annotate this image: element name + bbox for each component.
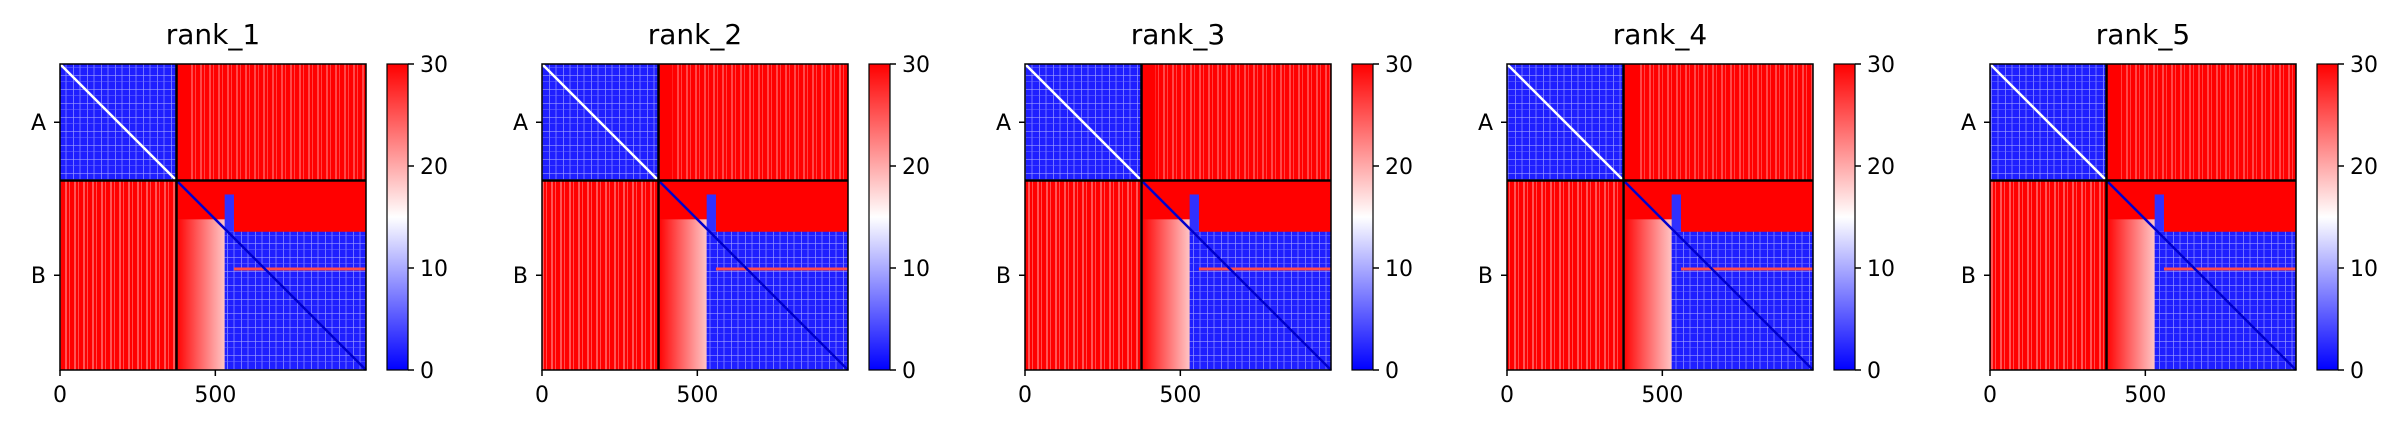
colorbar bbox=[1351, 63, 1374, 371]
x-tick-label: 500 bbox=[194, 383, 236, 408]
colorbar-tick-label: 20 bbox=[1385, 155, 1413, 180]
diagonal-bb bbox=[657, 179, 849, 371]
heatmap-feature-line bbox=[2163, 267, 2296, 271]
colorbar-tick-label: 10 bbox=[420, 257, 448, 282]
colorbar-tick-label: 30 bbox=[902, 53, 930, 78]
panel-title: rank_1 bbox=[166, 18, 260, 51]
colorbar-tick-label: 30 bbox=[1867, 53, 1895, 78]
heatmap-block-bb-edge bbox=[658, 219, 716, 370]
pae-panel-3: rank_3 A B 0 500 0 10 20 30 bbox=[996, 18, 1413, 408]
pae-panel-2: rank_2 A B 0 500 0 10 20 30 bbox=[513, 18, 930, 408]
heatmap-frame bbox=[1506, 63, 1814, 371]
heatmap-block-bb-corner bbox=[2154, 194, 2164, 232]
heatmap-frame bbox=[1989, 63, 2297, 371]
chain-label-B: B bbox=[31, 264, 46, 289]
chain-label-B: B bbox=[996, 264, 1011, 289]
colorbar-tick-label: 10 bbox=[902, 257, 930, 282]
chain-label-A: A bbox=[513, 111, 528, 136]
x-tick-label: 500 bbox=[1641, 383, 1683, 408]
diagonal-bb bbox=[175, 179, 367, 371]
heatmap-block-ba bbox=[60, 180, 177, 370]
x-tick-label: 0 bbox=[1983, 383, 1997, 408]
colorbar-tick-label: 0 bbox=[420, 359, 434, 384]
heatmap-feature-line bbox=[1198, 267, 1331, 271]
heatmap-block-ba bbox=[542, 180, 659, 370]
heatmap-block-bb-edge bbox=[1623, 219, 1681, 370]
heatmap-block-ba bbox=[1990, 180, 2107, 370]
heatmap-block-bb-corner bbox=[1671, 194, 1681, 232]
heatmap-block-ab bbox=[2120, 64, 2296, 181]
heatmap-block-bb-edge bbox=[2106, 219, 2164, 370]
panel-title: rank_2 bbox=[648, 18, 742, 51]
diagonal-bb bbox=[1622, 179, 1814, 371]
colorbar-tick-label: 30 bbox=[1385, 53, 1413, 78]
colorbar-tick-label: 20 bbox=[1867, 155, 1895, 180]
pae-panel-4: rank_4 A B 0 500 0 10 20 30 bbox=[1478, 18, 1895, 408]
colorbar-tick-label: 0 bbox=[1867, 359, 1881, 384]
x-tick-label: 500 bbox=[676, 383, 718, 408]
colorbar-tick-label: 20 bbox=[2350, 155, 2378, 180]
heatmap-block-ab bbox=[1155, 64, 1331, 181]
chain-label-B: B bbox=[1478, 264, 1493, 289]
heatmap-feature-line bbox=[233, 267, 366, 271]
chain-label-A: A bbox=[1961, 111, 1976, 136]
diagonal-aa bbox=[1024, 63, 1143, 182]
chain-label-A: A bbox=[996, 111, 1011, 136]
heatmap-block-ab bbox=[672, 64, 848, 181]
colorbar-tick-label: 0 bbox=[1385, 359, 1399, 384]
heatmap-block-ab bbox=[1637, 64, 1813, 181]
colorbar bbox=[2316, 63, 2339, 371]
heatmap-feature-line bbox=[715, 267, 848, 271]
colorbar-tick-label: 30 bbox=[2350, 53, 2378, 78]
x-tick-label: 0 bbox=[535, 383, 549, 408]
panel-title: rank_3 bbox=[1131, 18, 1225, 51]
panel-title: rank_4 bbox=[1613, 18, 1707, 51]
heatmap-block-bb-edge bbox=[176, 219, 234, 370]
x-tick-label: 500 bbox=[1159, 383, 1201, 408]
colorbar-tick-label: 10 bbox=[1867, 257, 1895, 282]
colorbar-tick-label: 20 bbox=[420, 155, 448, 180]
diagonal-aa bbox=[59, 63, 178, 182]
pae-panel-5: rank_5 A B 0 500 0 10 20 30 bbox=[1961, 18, 2378, 408]
heatmap-block-ab bbox=[190, 64, 366, 181]
diagonal-bb bbox=[1140, 179, 1332, 371]
diagonal-aa bbox=[541, 63, 660, 182]
heatmap-block-bb-edge bbox=[1141, 219, 1199, 370]
x-tick-label: 500 bbox=[2124, 383, 2166, 408]
colorbar-tick-label: 20 bbox=[902, 155, 930, 180]
diagonal-aa bbox=[1989, 63, 2108, 182]
heatmap-frame bbox=[541, 63, 849, 371]
colorbar bbox=[868, 63, 891, 371]
heatmap-block-ba bbox=[1025, 180, 1142, 370]
colorbar-tick-label: 10 bbox=[2350, 257, 2378, 282]
heatmap-frame bbox=[59, 63, 367, 371]
diagonal-bb bbox=[2105, 179, 2297, 371]
colorbar-tick-label: 30 bbox=[420, 53, 448, 78]
heatmap-frame bbox=[1024, 63, 1332, 371]
panel-title: rank_5 bbox=[2096, 18, 2190, 51]
x-tick-label: 0 bbox=[1500, 383, 1514, 408]
heatmap-feature-line bbox=[1680, 267, 1813, 271]
colorbar-tick-label: 0 bbox=[2350, 359, 2364, 384]
diagonal-aa bbox=[1506, 63, 1625, 182]
colorbar-tick-label: 0 bbox=[902, 359, 916, 384]
pae-panel-1: rank_1 A B 0 500 0 10 20 30 bbox=[31, 18, 448, 408]
x-tick-label: 0 bbox=[1018, 383, 1032, 408]
heatmap-block-ba bbox=[1507, 180, 1624, 370]
colorbar-tick-label: 10 bbox=[1385, 257, 1413, 282]
colorbar bbox=[386, 63, 409, 371]
heatmap-block-bb-corner bbox=[1189, 194, 1199, 232]
chain-label-A: A bbox=[31, 111, 46, 136]
heatmap-block-bb-corner bbox=[706, 194, 716, 232]
chain-label-B: B bbox=[513, 264, 528, 289]
heatmap-block-bb-corner bbox=[224, 194, 234, 232]
chain-label-B: B bbox=[1961, 264, 1976, 289]
x-tick-label: 0 bbox=[53, 383, 67, 408]
chain-label-A: A bbox=[1478, 111, 1493, 136]
colorbar bbox=[1833, 63, 1856, 371]
